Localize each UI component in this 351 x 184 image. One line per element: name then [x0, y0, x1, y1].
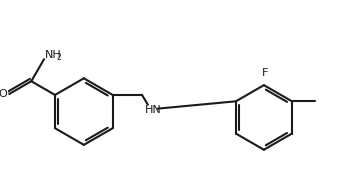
- Text: HN: HN: [145, 105, 162, 115]
- Text: O: O: [0, 89, 7, 99]
- Text: 2: 2: [57, 53, 61, 62]
- Text: F: F: [262, 68, 268, 78]
- Text: NH: NH: [45, 50, 62, 60]
